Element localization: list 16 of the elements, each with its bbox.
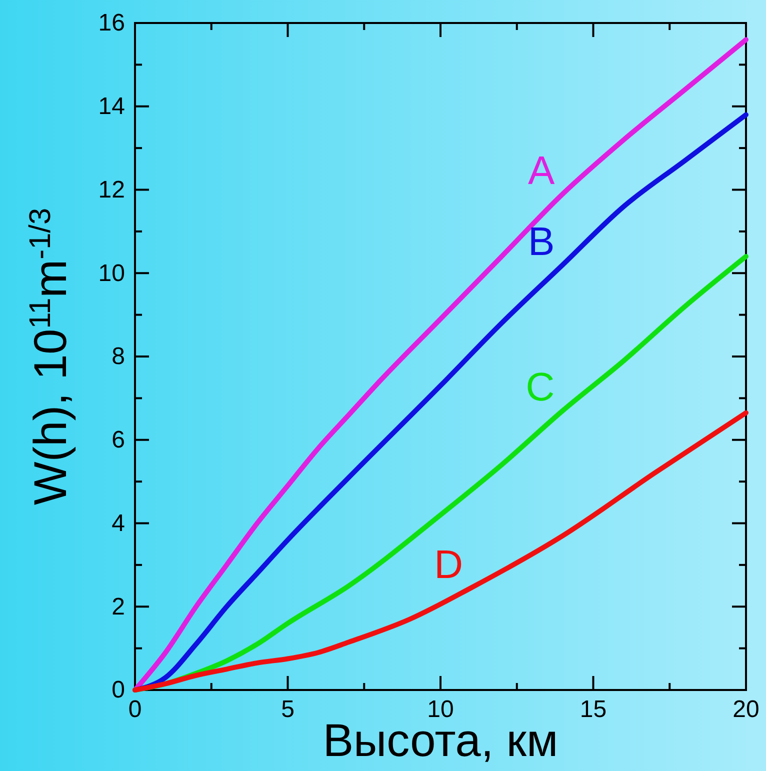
y-tick-label: 16 (98, 10, 125, 37)
series-label: C (526, 366, 555, 410)
y-tick-label: 12 (98, 176, 125, 204)
y-tick-label: 0 (112, 676, 125, 704)
x-tick-label: 20 (732, 696, 760, 724)
y-tick-label: 2 (112, 593, 125, 620)
series-label: D (434, 542, 464, 587)
y-tick-label: 14 (98, 93, 125, 120)
y-tick-label: 6 (112, 426, 125, 454)
y-tick-label: 4 (112, 510, 125, 537)
series-label: A (528, 148, 556, 193)
x-tick-label: 5 (281, 696, 294, 724)
y-tick-label: 8 (112, 343, 125, 370)
series-label: B (528, 220, 555, 264)
y-tick-label: 10 (98, 260, 125, 287)
x-tick-label: 15 (580, 696, 607, 724)
